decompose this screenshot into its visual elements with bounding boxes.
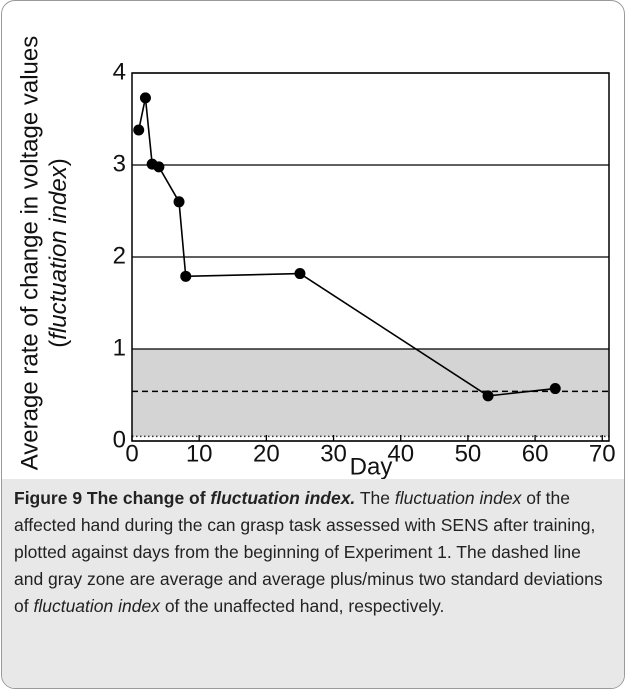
caption-text: fluctuation index: [394, 488, 522, 508]
y-tick-label: 2: [113, 242, 126, 269]
italic-term: fluctuation index: [45, 165, 72, 339]
y-tick-label: 0: [113, 426, 126, 453]
caption: Figure 9 The change of fluctuation index…: [2, 479, 624, 688]
x-tick-label: 0: [125, 440, 138, 467]
data-point: [153, 161, 165, 173]
x-tick-label: 10: [186, 440, 213, 467]
caption-text: of the affected hand during the can gras…: [14, 488, 603, 616]
chart: Average rate of change in voltage values…: [16, 36, 616, 479]
data-point: [482, 390, 494, 402]
x-tick-label: 40: [387, 440, 414, 467]
caption-text: of the unaffected hand, respectively.: [159, 596, 445, 616]
x-tick-label: 60: [522, 440, 549, 467]
caption-text: fluctuation index: [33, 596, 160, 616]
caption-text: The: [355, 488, 395, 508]
data-point: [180, 270, 192, 282]
paren: ): [45, 158, 72, 166]
caption-text: Figure 9 The change of: [14, 488, 211, 508]
paren: (: [45, 340, 72, 348]
caption-text: fluctuation index.: [210, 488, 356, 508]
data-point: [133, 124, 145, 136]
x-tick-label: 30: [320, 440, 347, 467]
plot-frame: [131, 72, 610, 442]
data-point: [294, 268, 306, 280]
y-tick-label: 1: [113, 334, 126, 361]
x-tick-label: 70: [589, 440, 616, 467]
data-point: [139, 92, 151, 104]
x-tick-label: 50: [455, 440, 482, 467]
y-axis-label: Average rate of change in voltage values: [16, 36, 43, 471]
y-tick-label: 3: [113, 150, 126, 177]
sd-band: [132, 349, 609, 437]
x-axis-label: Day: [350, 453, 393, 479]
data-point: [549, 383, 561, 395]
data-point: [173, 196, 185, 208]
x-tick-label: 20: [253, 440, 280, 467]
y-tick-label: 4: [113, 58, 126, 85]
y-axis-label-2: (fluctuation index): [45, 158, 72, 347]
